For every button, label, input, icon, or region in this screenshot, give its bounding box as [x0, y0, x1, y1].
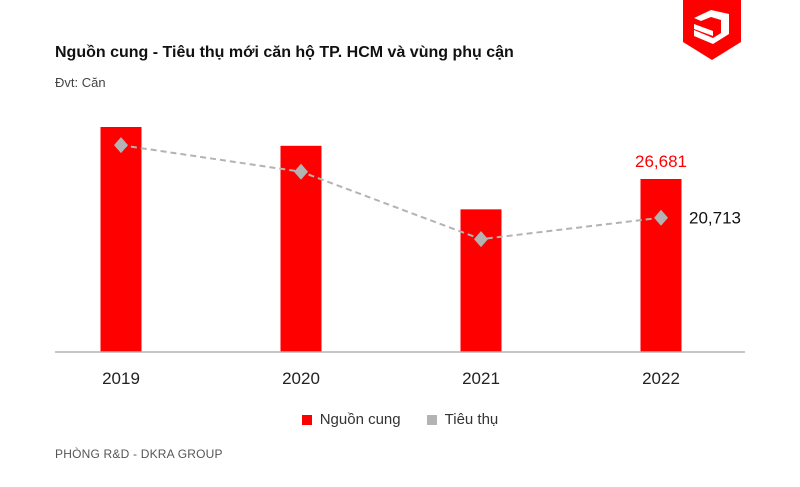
legend-item-supply: Nguồn cung	[301, 411, 401, 428]
unit-label: Đvt: Căn	[55, 75, 106, 90]
bar-2021	[460, 209, 502, 352]
consumption-marker-2019	[114, 137, 128, 154]
consumption-line	[120, 144, 662, 241]
chart-title: Nguồn cung - Tiêu thụ mới căn hộ TP. HCM…	[55, 44, 514, 61]
dkra-logo-icon	[683, 0, 741, 60]
consumption-marker-2022	[654, 209, 668, 226]
x-tick-label: 2019	[102, 369, 140, 388]
line-data-label: 20,713	[689, 209, 741, 228]
bar-2022	[640, 179, 682, 352]
bar-2019	[100, 127, 142, 352]
x-tick-label: 2020	[282, 369, 320, 388]
legend-label-supply: Nguồn cung	[319, 411, 401, 428]
legend-swatch-consumption	[426, 414, 437, 425]
source-footer: PHÒNG R&D - DKRA GROUP	[55, 447, 223, 461]
legend-item-consumption: Tiêu thụ	[426, 411, 499, 428]
legend-swatch-supply	[301, 414, 312, 425]
consumption-marker-2020	[294, 163, 308, 180]
x-tick-label: 2021	[462, 369, 500, 388]
legend-label-consumption: Tiêu thụ	[444, 411, 499, 428]
bar-2020	[280, 145, 322, 352]
legend: Nguồn cung Tiêu thụ	[0, 411, 800, 428]
x-tick-label: 2022	[642, 369, 680, 388]
bar-data-label: 26,681	[635, 152, 687, 171]
consumption-marker-2021	[474, 231, 488, 248]
